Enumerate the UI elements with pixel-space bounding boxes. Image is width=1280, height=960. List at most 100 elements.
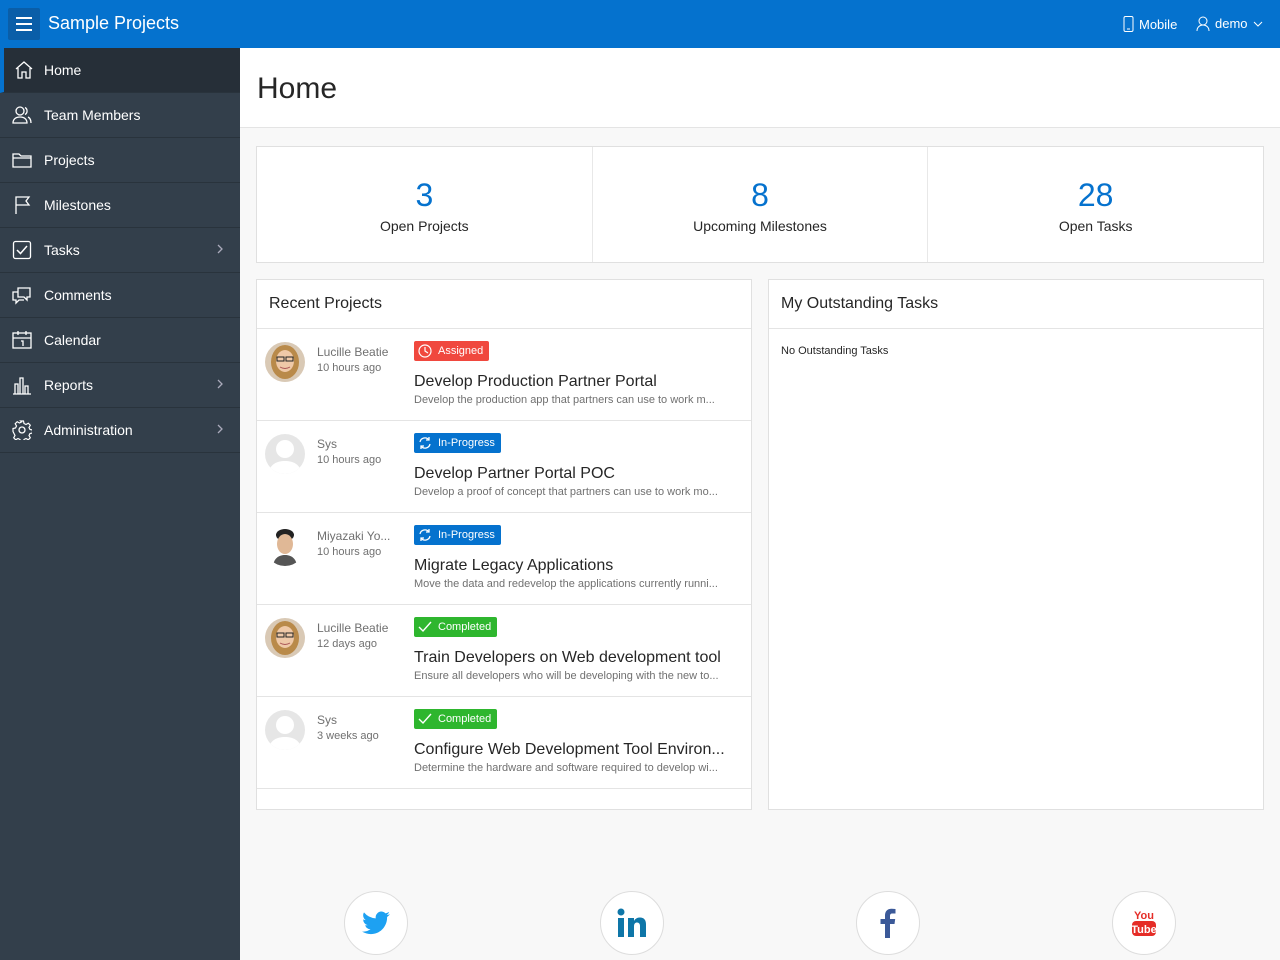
folder-icon	[0, 150, 44, 170]
youtube-link[interactable]: You Tube	[1112, 891, 1176, 955]
user-name: Sys	[317, 713, 338, 727]
sidebar-item-label: Projects	[44, 152, 95, 168]
gear-icon	[0, 420, 44, 440]
stat-open-projects[interactable]: 3 Open Projects	[257, 147, 593, 262]
status-badge: Completed	[414, 709, 498, 729]
sidebar-item-projects[interactable]: Projects	[0, 138, 240, 183]
stat-value: 3	[415, 177, 434, 213]
status-badge: Assigned	[414, 341, 490, 361]
clock-icon	[418, 344, 432, 358]
project-row[interactable]: Lucille Beatie 10 hours ago Assigned Dev…	[257, 329, 751, 421]
status-label: Completed	[438, 713, 492, 725]
project-description: Move the data and redevelop the applicat…	[414, 578, 718, 590]
check-icon	[418, 713, 432, 725]
timestamp: 3 weeks ago	[317, 730, 379, 742]
svg-text:Tube: Tube	[1131, 924, 1156, 936]
project-title[interactable]: Migrate Legacy Applications	[414, 557, 614, 574]
chevron-right-icon[interactable]	[216, 422, 224, 436]
chevron-down-icon	[1253, 21, 1262, 27]
panel-title: Recent Projects	[257, 280, 751, 329]
bar-chart-icon	[0, 375, 44, 395]
project-description: Develop the production app that partners…	[414, 394, 715, 406]
user-name: Sys	[317, 437, 338, 451]
top-bar: Sample Projects Mobile demo	[0, 0, 1280, 48]
flag-icon	[0, 195, 44, 215]
timestamp: 10 hours ago	[317, 362, 382, 374]
twitter-icon	[362, 911, 390, 935]
twitter-link[interactable]	[344, 891, 408, 955]
avatar	[265, 618, 305, 658]
project-row[interactable]: Lucille Beatie 12 days ago Completed Tra…	[257, 605, 751, 697]
stat-open-tasks[interactable]: 28 Open Tasks	[928, 147, 1263, 262]
user-menu[interactable]: demo	[1196, 16, 1263, 31]
project-title[interactable]: Configure Web Development Tool Environ..…	[414, 741, 725, 758]
stats-badges: 3 Open Projects 8 Upcoming Milestones 28 Op…	[256, 146, 1264, 263]
refresh-icon	[419, 529, 431, 541]
calendar-icon	[0, 330, 44, 350]
facebook-icon	[880, 908, 896, 938]
empty-message: No Outstanding Tasks	[781, 345, 889, 357]
avatar	[265, 710, 305, 750]
status-label: Completed	[438, 621, 492, 633]
timestamp: 12 days ago	[317, 638, 377, 650]
sidebar-item-comments[interactable]: Comments	[0, 273, 240, 318]
sidebar-item-label: Reports	[44, 377, 94, 393]
stat-value: 8	[751, 177, 769, 213]
recent-projects-panel: Recent Projects Lucille Beatie 10 hours …	[256, 279, 752, 810]
user-name: Miyazaki Yo...	[317, 529, 391, 543]
youtube-icon: You Tube	[1131, 910, 1157, 936]
stat-label: Open Projects	[379, 218, 469, 234]
sidebar-item-label: Calendar	[44, 332, 101, 348]
check-square-icon	[0, 240, 44, 260]
linkedin-link[interactable]	[600, 891, 664, 955]
sidebar-item-label: Tasks	[44, 242, 80, 258]
sidebar-item-team-members[interactable]: Team Members	[0, 93, 240, 138]
project-row[interactable]: Sys 10 hours ago In-Progress Develop Par…	[257, 421, 751, 513]
linkedin-icon	[617, 908, 646, 937]
sidebar-item-milestones[interactable]: Milestones	[0, 183, 240, 228]
project-title[interactable]: Train Developers on Web development tool	[414, 649, 721, 666]
project-row[interactable]: Miyazaki Yo... 10 hours ago In-Progress …	[257, 513, 751, 605]
sidebar-item-calendar[interactable]: Calendar	[0, 318, 240, 363]
svg-text:You: You	[1134, 910, 1154, 922]
user-name: Lucille Beatie	[317, 345, 389, 359]
user-label: demo	[1215, 16, 1248, 31]
sidebar-item-label: Comments	[44, 287, 112, 303]
sidebar-item-label: Home	[44, 62, 82, 78]
mobile-link[interactable]: Mobile	[1123, 16, 1177, 32]
stat-label: Upcoming Milestones	[693, 218, 827, 234]
outstanding-tasks-panel: My Outstanding Tasks No Outstanding Task…	[768, 279, 1264, 810]
avatar	[265, 434, 305, 474]
facebook-link[interactable]	[856, 891, 920, 955]
user-name: Lucille Beatie	[317, 621, 389, 635]
project-title[interactable]: Develop Partner Portal POC	[414, 465, 615, 482]
status-badge: Completed	[414, 617, 498, 637]
project-description: Ensure all developers who will be develo…	[414, 670, 719, 682]
mobile-label: Mobile	[1139, 16, 1178, 32]
project-row[interactable]: Sys 3 weeks ago Completed Configure Web …	[257, 697, 751, 789]
status-badge: In-Progress	[414, 433, 501, 453]
stat-value: 28	[1077, 177, 1114, 213]
status-label: Assigned	[438, 345, 484, 357]
sidebar: Home Team Members Projects Milestones Ta…	[0, 48, 240, 960]
status-label: In-Progress	[438, 437, 495, 449]
sidebar-item-tasks[interactable]: Tasks	[0, 228, 240, 273]
home-icon	[4, 60, 44, 80]
chevron-right-icon[interactable]	[216, 377, 224, 391]
menu-toggle-button[interactable]	[8, 8, 40, 40]
mobile-icon	[1123, 16, 1134, 32]
avatar	[265, 526, 305, 566]
sidebar-item-administration[interactable]: Administration	[0, 408, 240, 453]
chevron-right-icon[interactable]	[216, 242, 224, 256]
status-badge: In-Progress	[414, 525, 501, 545]
sidebar-item-label: Administration	[44, 422, 133, 438]
sidebar-item-label: Milestones	[44, 197, 111, 213]
stat-upcoming-milestones[interactable]: 8 Upcoming Milestones	[593, 147, 929, 262]
sidebar-item-home[interactable]: Home	[0, 48, 240, 93]
timestamp: 10 hours ago	[317, 546, 382, 558]
comments-icon	[0, 285, 44, 305]
sidebar-item-reports[interactable]: Reports	[0, 363, 240, 408]
app-title[interactable]: Sample Projects	[48, 13, 180, 33]
project-title[interactable]: Develop Production Partner Portal	[414, 373, 657, 390]
page-title: Home	[257, 72, 338, 105]
